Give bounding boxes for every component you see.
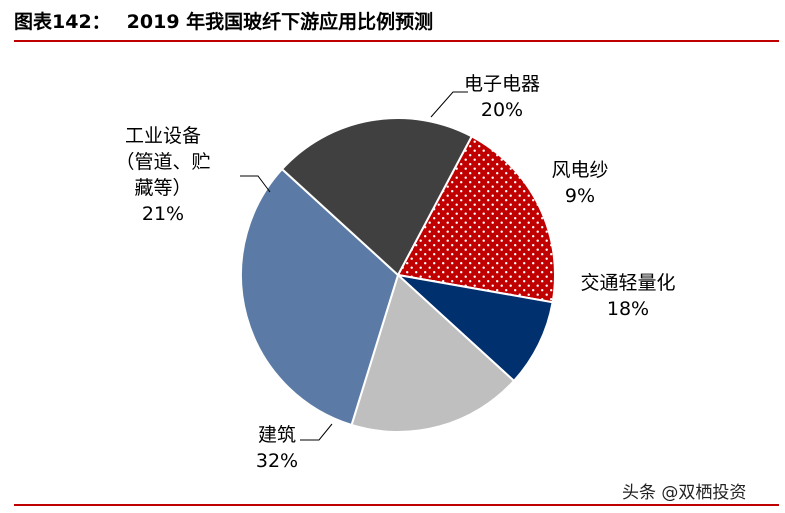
- label-transport: 交通轻量化 18%: [568, 270, 688, 322]
- label-transport-name: 交通轻量化: [580, 272, 676, 294]
- label-wind-name: 风电纱: [551, 159, 609, 181]
- label-industrial-line3: 藏等）: [134, 177, 192, 199]
- leader-construction: [300, 423, 333, 441]
- top-rule: [14, 40, 779, 42]
- label-electronics-pct: 20%: [480, 99, 524, 121]
- label-construction-name: 建筑: [257, 424, 296, 446]
- leader-electronics: [430, 91, 468, 118]
- pie-slice-industrial: [280, 117, 474, 277]
- label-industrial-line1: 工业设备: [124, 125, 201, 147]
- label-industrial: 工业设备 （管道、贮 藏等） 21%: [98, 123, 228, 227]
- label-industrial-line2: （管道、贮: [115, 151, 211, 173]
- source-watermark: 头条 @双栖投资: [622, 483, 747, 503]
- pie-slice-transport: [350, 273, 516, 433]
- label-wind: 风电纱 9%: [535, 157, 625, 209]
- pie-slice-wind: [394, 273, 554, 383]
- label-wind-pct: 9%: [564, 185, 596, 207]
- label-electronics: 电子电器 20%: [452, 71, 552, 123]
- label-construction: 建筑 32%: [242, 422, 312, 474]
- label-electronics-name: 电子电器: [463, 73, 540, 95]
- label-transport-pct: 18%: [606, 298, 650, 320]
- pie-slice-construction: [240, 167, 400, 427]
- label-industrial-pct: 21%: [141, 203, 185, 225]
- chart-title: 2019 年我国玻纤下游应用比例预测: [126, 11, 434, 33]
- pie-slice-electronics: [396, 135, 556, 304]
- leader-industrial: [240, 175, 271, 193]
- label-construction-pct: 32%: [255, 450, 299, 472]
- figure-number: 图表142：: [14, 11, 111, 33]
- chart-header: 图表142： 2019 年我国玻纤下游应用比例预测: [14, 6, 779, 38]
- bottom-rule: [14, 504, 779, 506]
